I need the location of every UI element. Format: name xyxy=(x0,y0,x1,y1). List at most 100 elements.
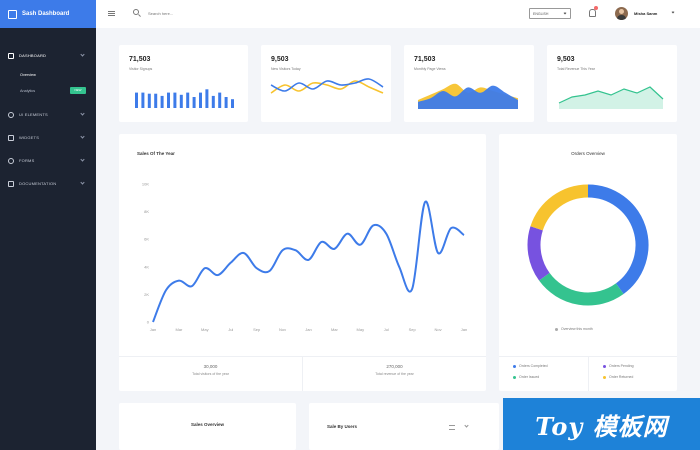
footer-revenue: 270,000 Total revenue of the year xyxy=(303,364,486,376)
sidebar-nav: DASHBOARD Overview Analytics NEW UI ELEM… xyxy=(0,28,96,195)
widgets-icon xyxy=(8,134,14,141)
spark-line xyxy=(270,78,384,92)
x-tick-label: Nov xyxy=(279,327,286,332)
x-tick-label: Jan xyxy=(305,327,311,332)
legend-label: Orders Pending xyxy=(609,364,634,368)
legend-order-returned: Order Returned xyxy=(603,375,633,379)
legend-orders-completed: Orders Completed xyxy=(513,364,548,368)
menu-toggle-icon[interactable] xyxy=(108,11,115,16)
footer-value: 270,000 xyxy=(386,364,403,369)
spark-bar xyxy=(231,99,234,108)
chevron-right-icon xyxy=(80,180,85,185)
document-icon xyxy=(8,180,14,187)
spark-bar xyxy=(211,95,215,108)
stat-value: 9,503 xyxy=(271,56,289,63)
sidebar-item-label: WIDGETS xyxy=(19,135,40,140)
chevron-right-icon xyxy=(80,111,85,116)
spark-bar xyxy=(224,97,228,108)
y-tick-label: 8K xyxy=(144,209,149,214)
card-title: Sales Overview xyxy=(190,422,225,427)
search-icon[interactable] xyxy=(133,9,139,15)
sidebar-item-documentation[interactable]: DOCUMENTATION xyxy=(0,172,96,195)
x-tick-label: Jan xyxy=(461,327,467,332)
legend-dot xyxy=(513,364,516,368)
new-badge: NEW xyxy=(70,87,86,94)
brand[interactable]: Sash Dashboard xyxy=(0,0,96,28)
chevron-down-icon xyxy=(563,11,567,15)
x-tick-label: Jul xyxy=(228,327,233,332)
area-sparkline xyxy=(558,86,664,109)
spark-area xyxy=(559,87,663,109)
notification-dot xyxy=(594,6,598,10)
sidebar-subitem-overview[interactable]: Overview xyxy=(0,67,96,83)
sidebar-item-label: UI ELEMENTS xyxy=(19,112,48,117)
spark-bar xyxy=(147,93,151,108)
logo-icon xyxy=(8,9,17,19)
sidebar-item-label: FORMS xyxy=(19,158,35,163)
sidebar-subitem-label: Analytics xyxy=(20,89,36,93)
x-tick-label: Sep xyxy=(253,327,261,332)
caption-text: Overview this month xyxy=(561,327,593,331)
spark-bar xyxy=(192,97,196,108)
spark-line xyxy=(558,86,664,104)
chevron-right-icon xyxy=(80,157,85,162)
y-tick-label: 2K xyxy=(144,292,149,297)
sidebar-item-forms[interactable]: FORMS xyxy=(0,149,96,172)
spark-bar xyxy=(135,92,138,108)
stat-card-visitor-signups: 71,503 Visitor Signups xyxy=(119,45,248,122)
sale-by-users-card: Sale By Users xyxy=(309,403,499,450)
language-value: ENGLISH xyxy=(533,11,549,16)
sales-overview-card: Sales Overview xyxy=(119,403,296,450)
stat-card-page-views: 71,503 Monthly Page Views xyxy=(404,45,534,122)
spark-bar xyxy=(167,92,170,108)
donut-caption: Overview this month xyxy=(555,327,593,331)
language-select[interactable]: ENGLISH xyxy=(529,8,571,19)
avatar[interactable] xyxy=(615,7,628,20)
footer-label: Total visitors of the year xyxy=(192,372,229,376)
stat-label: Total Revenue This Year xyxy=(557,67,595,71)
x-tick-label: May xyxy=(357,327,365,332)
donut-slice xyxy=(530,184,589,231)
spark-bar xyxy=(141,92,145,108)
x-tick-label: Jul xyxy=(384,327,389,332)
sales-line xyxy=(152,200,465,323)
chevron-down-icon xyxy=(80,52,85,57)
legend-dot xyxy=(513,375,516,379)
brand-title: Sash Dashboard xyxy=(22,11,70,17)
legend-divider-vertical xyxy=(588,356,589,391)
chevron-down-icon[interactable] xyxy=(671,10,675,14)
stat-value: 71,503 xyxy=(129,56,151,63)
spark-bar xyxy=(205,89,209,108)
top-header: ENGLISH Misha Sanm xyxy=(96,0,700,28)
legend-dot xyxy=(603,375,606,379)
spark-bar xyxy=(218,92,222,108)
spark-bar xyxy=(154,93,158,108)
stat-value: 9,503 xyxy=(557,56,575,63)
stat-label: Monthly Page Views xyxy=(414,67,446,71)
sidebar-item-ui-elements[interactable]: UI ELEMENTS xyxy=(0,103,96,126)
filter-icon[interactable] xyxy=(449,425,455,430)
legend-order-issued: Order Issued xyxy=(513,375,539,379)
legend-label: Order Issued xyxy=(519,375,540,379)
sidebar-subitem-analytics[interactable]: Analytics NEW xyxy=(0,83,96,99)
x-tick-label: Mar xyxy=(175,327,183,332)
watermark-text: Toy 模板网 xyxy=(535,411,668,441)
spark-bar xyxy=(186,92,190,108)
y-tick-label: 6K xyxy=(144,237,149,242)
sidebar: Sash Dashboard DASHBOARD Overview Analyt… xyxy=(0,0,96,450)
stat-label: Visitor Signups xyxy=(129,67,153,71)
footer-visitors: 30,000 Total visitors of the year xyxy=(119,364,302,376)
legend-orders-pending: Orders Pending xyxy=(603,364,634,368)
legend-dot xyxy=(555,327,558,331)
donut-slice xyxy=(527,226,550,281)
chevron-down-icon[interactable] xyxy=(464,423,469,428)
sales-year-card: Sales Of The Year 10K 8K 6K 4K 2K 0 Jan Mar May J… xyxy=(119,134,486,391)
bell-icon[interactable] xyxy=(589,9,596,17)
orders-donut-chart xyxy=(527,184,649,306)
sidebar-item-widgets[interactable]: WIDGETS xyxy=(0,126,96,149)
sidebar-subitem-label: Overview xyxy=(20,73,36,77)
search-input[interactable] xyxy=(148,8,228,18)
sidebar-item-dashboard[interactable]: DASHBOARD xyxy=(0,44,96,67)
user-name[interactable]: Misha Sanm xyxy=(634,11,658,16)
